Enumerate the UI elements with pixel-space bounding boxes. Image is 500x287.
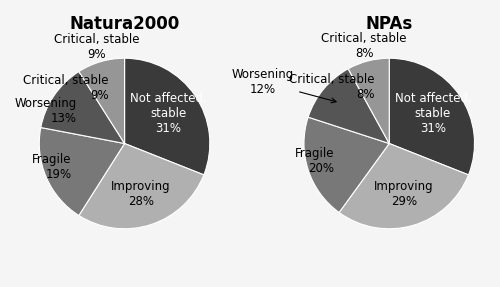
Wedge shape — [389, 58, 474, 175]
Wedge shape — [41, 71, 124, 144]
Text: Improving
28%: Improving 28% — [111, 180, 170, 208]
Text: Worsening
12%: Worsening 12% — [232, 68, 336, 103]
Wedge shape — [124, 58, 210, 175]
Text: Worsening
13%: Worsening 13% — [14, 97, 76, 125]
Wedge shape — [79, 144, 204, 229]
Text: Not affected,
stable
31%: Not affected, stable 31% — [394, 92, 471, 135]
Text: Critical, stable
9%: Critical, stable 9% — [54, 33, 139, 61]
Title: NPAs: NPAs — [366, 15, 413, 33]
Text: Not affected,
stable
31%: Not affected, stable 31% — [130, 92, 206, 135]
Title: Natura2000: Natura2000 — [70, 15, 180, 33]
Text: Fragile
19%: Fragile 19% — [32, 152, 72, 181]
Wedge shape — [40, 127, 124, 216]
Text: Fragile
20%: Fragile 20% — [294, 148, 334, 175]
Wedge shape — [304, 117, 389, 212]
Wedge shape — [339, 144, 468, 229]
Text: Critical, stable
8%: Critical, stable 8% — [290, 73, 375, 101]
Wedge shape — [79, 58, 124, 144]
Text: Improving
29%: Improving 29% — [374, 180, 434, 208]
Text: Critical, stable
9%: Critical, stable 9% — [23, 74, 108, 102]
Wedge shape — [308, 69, 389, 144]
Wedge shape — [348, 58, 389, 144]
Text: Critical, stable
8%: Critical, stable 8% — [322, 32, 407, 60]
